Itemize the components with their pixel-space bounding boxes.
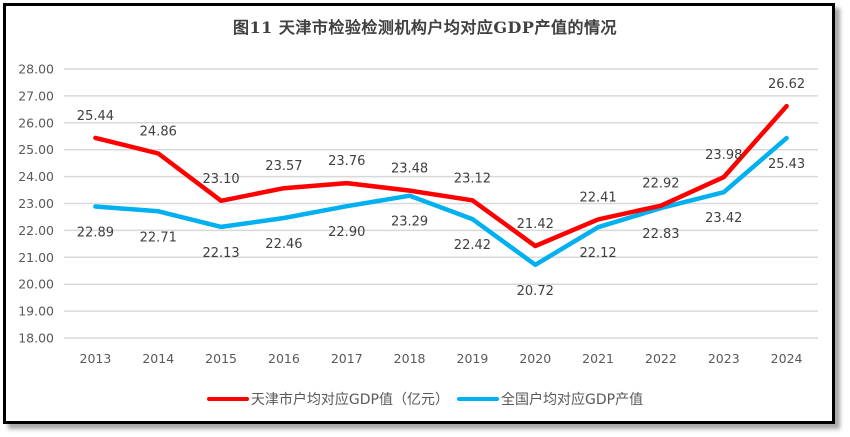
x-tick-label: 2019 xyxy=(457,351,489,366)
x-tick-label: 2022 xyxy=(645,351,677,366)
data-label: 22.83 xyxy=(642,227,679,242)
x-tick-label: 2014 xyxy=(142,351,174,366)
chart-title: 图11 天津市检验检测机构户均对应GDP产值的情况 xyxy=(233,18,617,37)
y-tick-label: 26.00 xyxy=(18,115,54,130)
data-label: 22.46 xyxy=(265,237,302,252)
data-label: 23.57 xyxy=(265,159,302,174)
legend-item-national[interactable]: 全国户均对应GDP产值 xyxy=(457,389,643,409)
y-tick-label: 25.00 xyxy=(18,142,54,157)
series-line-national xyxy=(93,135,789,268)
legend-swatch-red xyxy=(206,397,249,401)
data-label: 23.76 xyxy=(328,154,365,169)
legend: 天津市户均对应GDP值（亿元） 全国户均对应GDP产值 xyxy=(0,389,850,409)
data-label: 25.44 xyxy=(77,109,114,124)
data-label: 23.48 xyxy=(391,162,428,177)
data-label: 23.29 xyxy=(391,215,428,230)
chart-frame xyxy=(3,3,835,424)
data-label: 21.42 xyxy=(517,217,554,232)
data-label: 24.86 xyxy=(140,124,177,139)
x-tick-label: 2020 xyxy=(519,351,551,366)
data-label: 22.71 xyxy=(140,230,177,245)
data-label: 25.43 xyxy=(768,157,805,172)
y-tick-label: 18.00 xyxy=(18,331,54,346)
y-tick-label: 19.00 xyxy=(18,304,54,319)
data-label: 22.90 xyxy=(328,225,365,240)
data-label: 22.41 xyxy=(579,190,616,205)
data-label: 22.12 xyxy=(579,246,616,261)
y-tick-label: 23.00 xyxy=(18,196,54,211)
data-label: 23.12 xyxy=(454,171,491,186)
legend-label-national: 全国户均对应GDP产值 xyxy=(501,392,644,408)
y-tick-label: 24.00 xyxy=(18,169,54,184)
x-axis-ticks: 2013 2014 2015 2016 2017 2018 2019 2020 2021 2022… xyxy=(80,351,803,366)
data-label: 22.42 xyxy=(454,238,491,253)
y-tick-label: 27.00 xyxy=(18,88,54,103)
data-label: 22.89 xyxy=(77,225,114,240)
legend-label-tianjin: 天津市户均对应GDP值（亿元） xyxy=(250,392,449,408)
legend-swatch-blue xyxy=(457,397,499,401)
data-label: 22.13 xyxy=(202,246,239,261)
data-labels: 25.44 24.86 23.10 23.57 23.76 23.48 23.12 21.42… xyxy=(77,77,805,299)
y-tick-label: 20.00 xyxy=(18,277,54,292)
y-tick-label: 28.00 xyxy=(18,62,54,77)
data-label: 26.62 xyxy=(768,77,805,92)
data-label: 23.10 xyxy=(202,172,239,187)
y-tick-label: 22.00 xyxy=(18,223,54,238)
series-line-tianjin xyxy=(93,103,789,249)
x-tick-label: 2021 xyxy=(582,351,614,366)
gridlines xyxy=(64,68,818,339)
data-label: 23.42 xyxy=(705,211,742,226)
legend-item-tianjin[interactable]: 天津市户均对应GDP值（亿元） xyxy=(206,389,449,409)
y-axis-ticks: 18.00 19.00 20.00 21.00 22.00 23.00 24.00 25.00… xyxy=(18,62,54,346)
y-tick-label: 21.00 xyxy=(18,250,54,265)
data-label: 20.72 xyxy=(517,284,554,299)
data-label: 22.92 xyxy=(642,177,679,192)
x-tick-label: 2023 xyxy=(708,351,740,366)
data-label: 23.98 xyxy=(705,148,742,163)
series-lines xyxy=(93,103,789,268)
x-tick-label: 2017 xyxy=(331,351,363,366)
x-tick-label: 2016 xyxy=(268,351,300,366)
x-tick-label: 2015 xyxy=(205,351,237,366)
x-tick-label: 2024 xyxy=(771,351,803,366)
x-tick-label: 2018 xyxy=(394,351,426,366)
x-tick-label: 2013 xyxy=(80,351,112,366)
